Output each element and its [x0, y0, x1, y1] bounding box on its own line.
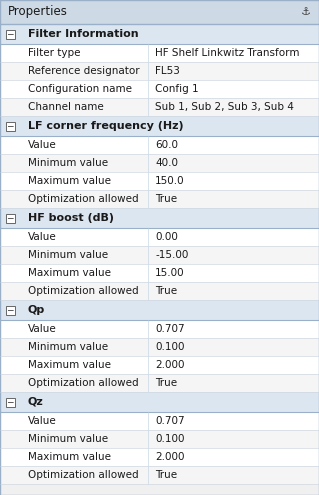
Bar [0, 190, 319, 208]
Text: Maximum value: Maximum value [28, 268, 111, 278]
Text: Maximum value: Maximum value [28, 176, 111, 186]
Bar [0, 430, 319, 448]
Text: True: True [155, 470, 177, 480]
Bar [0, 228, 319, 246]
Bar [0, 412, 319, 430]
Bar [0, 356, 319, 374]
Text: FL53: FL53 [155, 66, 180, 76]
Text: Filter Information: Filter Information [28, 29, 139, 39]
Bar [0, 484, 319, 495]
Text: Optimization allowed: Optimization allowed [28, 194, 139, 204]
Bar [0, 62, 319, 80]
Text: Maximum value: Maximum value [28, 452, 111, 462]
Text: HF boost (dB): HF boost (dB) [28, 213, 114, 223]
Text: Channel name: Channel name [28, 102, 104, 112]
Bar [5, 213, 14, 222]
Bar [5, 121, 14, 131]
Bar [0, 208, 319, 228]
Bar [0, 44, 319, 62]
Text: Qp: Qp [28, 305, 45, 315]
Text: −: − [6, 121, 14, 131]
Bar [0, 320, 319, 338]
Text: 0.100: 0.100 [155, 342, 184, 352]
Bar [0, 172, 319, 190]
Text: Optimization allowed: Optimization allowed [28, 470, 139, 480]
Text: 0.707: 0.707 [155, 416, 185, 426]
Text: True: True [155, 378, 177, 388]
Text: Minimum value: Minimum value [28, 434, 108, 444]
Bar [5, 30, 14, 39]
Bar [0, 338, 319, 356]
Text: 2.000: 2.000 [155, 360, 184, 370]
Bar [0, 282, 319, 300]
Text: True: True [155, 286, 177, 296]
Text: HF Shelf Linkwitz Transform: HF Shelf Linkwitz Transform [155, 48, 300, 58]
Text: Value: Value [28, 140, 57, 150]
Text: Minimum value: Minimum value [28, 250, 108, 260]
Text: Optimization allowed: Optimization allowed [28, 286, 139, 296]
Text: Config 1: Config 1 [155, 84, 199, 94]
Text: 0.707: 0.707 [155, 324, 185, 334]
Text: True: True [155, 194, 177, 204]
Bar [0, 466, 319, 484]
Text: 2.000: 2.000 [155, 452, 184, 462]
Text: 0.100: 0.100 [155, 434, 184, 444]
Text: −: − [6, 30, 14, 39]
Text: Configuration name: Configuration name [28, 84, 132, 94]
Text: 150.0: 150.0 [155, 176, 185, 186]
Text: Filter type: Filter type [28, 48, 80, 58]
Text: −: − [6, 305, 14, 314]
Bar [0, 24, 319, 44]
Text: -15.00: -15.00 [155, 250, 189, 260]
Bar [0, 116, 319, 136]
Bar [5, 397, 14, 406]
Text: Value: Value [28, 324, 57, 334]
Text: Qz: Qz [28, 397, 44, 407]
Text: Value: Value [28, 416, 57, 426]
Bar [0, 154, 319, 172]
Text: 60.0: 60.0 [155, 140, 178, 150]
Bar [0, 98, 319, 116]
Bar [5, 305, 14, 314]
Text: 15.00: 15.00 [155, 268, 185, 278]
Bar [0, 300, 319, 320]
Text: Optimization allowed: Optimization allowed [28, 378, 139, 388]
Text: Reference designator: Reference designator [28, 66, 140, 76]
Text: Maximum value: Maximum value [28, 360, 111, 370]
Bar [0, 80, 319, 98]
Bar [0, 374, 319, 392]
Text: 0.00: 0.00 [155, 232, 178, 242]
Text: Value: Value [28, 232, 57, 242]
Text: Sub 1, Sub 2, Sub 3, Sub 4: Sub 1, Sub 2, Sub 3, Sub 4 [155, 102, 294, 112]
Bar [0, 392, 319, 412]
Text: 40.0: 40.0 [155, 158, 178, 168]
Bar [0, 448, 319, 466]
Text: Properties: Properties [8, 5, 68, 18]
Text: Minimum value: Minimum value [28, 158, 108, 168]
Text: Minimum value: Minimum value [28, 342, 108, 352]
Bar [0, 0, 319, 24]
Text: ⚓: ⚓ [301, 7, 311, 17]
Text: −: − [6, 397, 14, 406]
Bar [0, 136, 319, 154]
Text: −: − [6, 213, 14, 222]
Bar [0, 246, 319, 264]
Text: LF corner frequency (Hz): LF corner frequency (Hz) [28, 121, 184, 131]
Bar [0, 264, 319, 282]
